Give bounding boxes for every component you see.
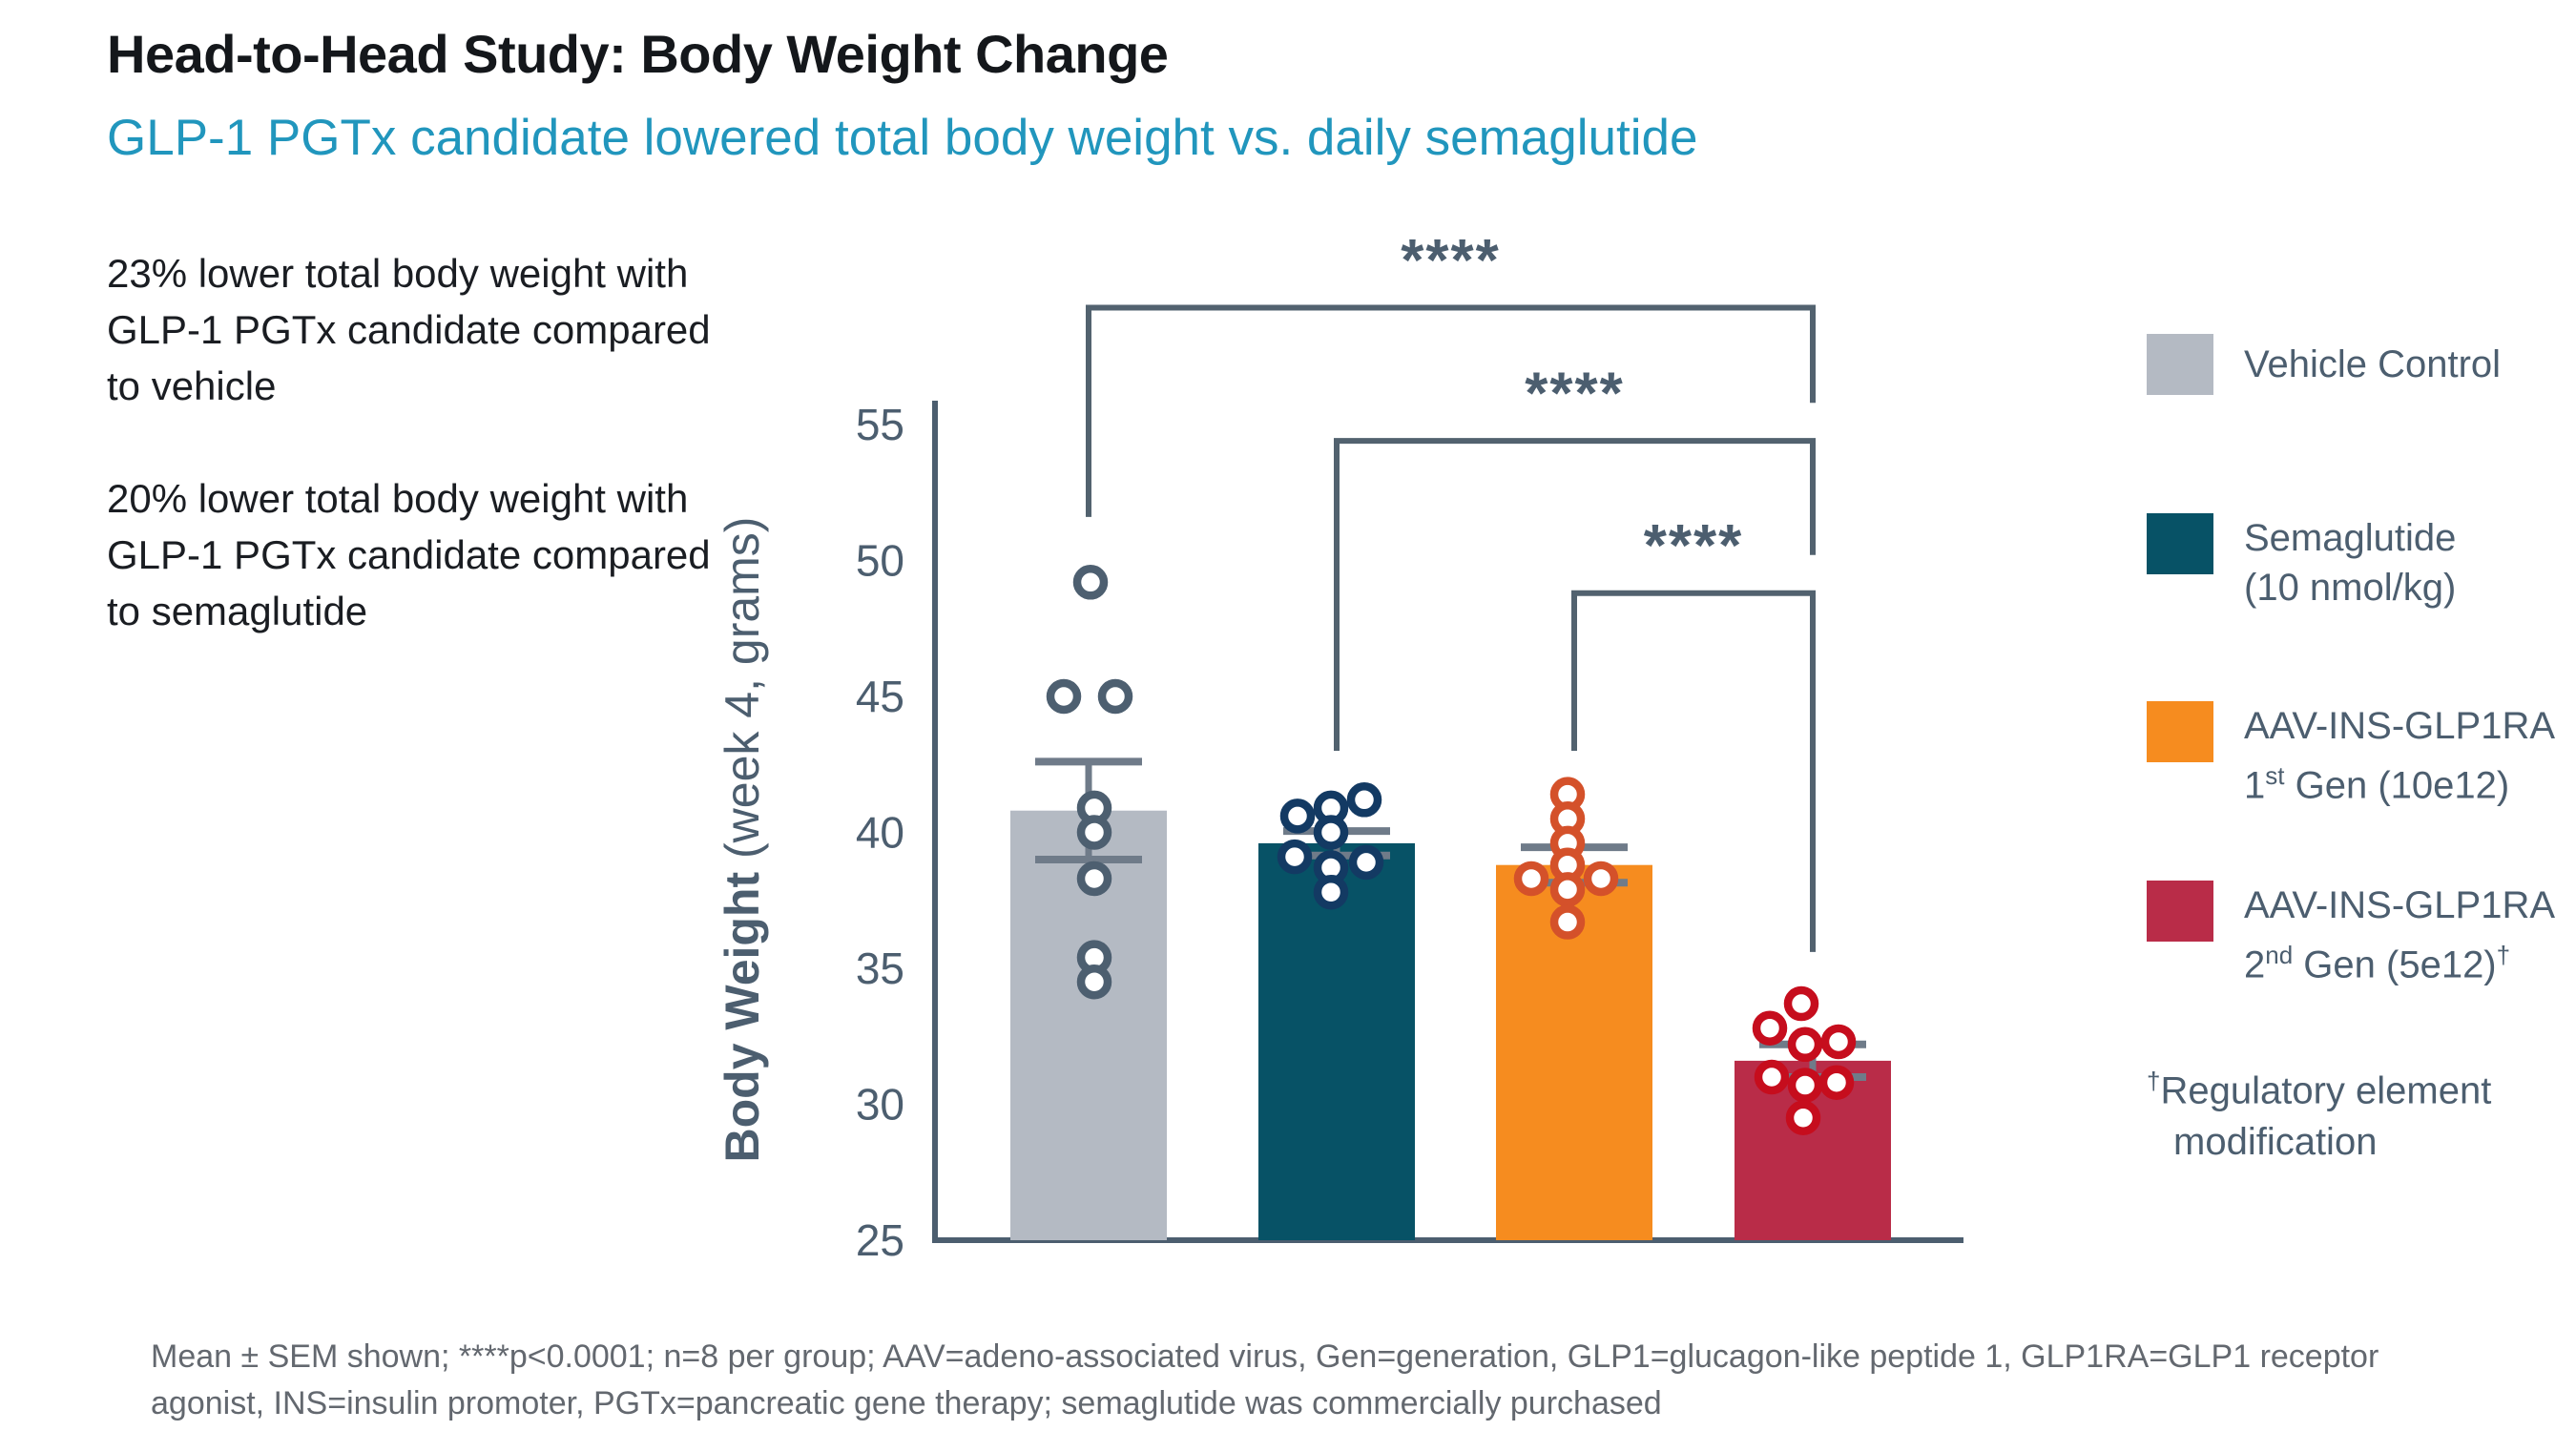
data-point: [1346, 782, 1382, 818]
data-point: [1076, 815, 1112, 850]
page-title: Head-to-Head Study: Body Weight Change: [107, 24, 1169, 84]
data-point: [1583, 861, 1619, 897]
significance-label: ****: [1401, 228, 1501, 294]
data-point: [1348, 844, 1384, 881]
data-point: [1787, 1068, 1823, 1103]
data-point: [1783, 985, 1819, 1022]
y-tick-label: 25: [856, 1215, 904, 1265]
legend-label-vehicle-control: Vehicle Control: [2244, 343, 2502, 385]
data-point: [1549, 904, 1586, 940]
data-point: [1818, 1065, 1855, 1100]
y-tick-label: 35: [856, 944, 904, 993]
legend-item-semaglutide: Semaglutide (10 nmol/kg): [2147, 513, 2456, 612]
data-point: [1754, 1059, 1790, 1095]
data-point: [1097, 678, 1133, 715]
data-point: [1076, 964, 1112, 1000]
y-tick-label: 55: [856, 400, 904, 449]
legend-swatch-semaglutide: [2147, 513, 2213, 574]
page-subtitle: GLP-1 PGTx candidate lowered total body …: [107, 110, 1698, 166]
y-tick-label: 40: [856, 808, 904, 858]
y-axis-title: Body Weight (week 4, grams): [716, 517, 769, 1163]
legend-item-vehicle-control: Vehicle Control: [2147, 334, 2501, 395]
legend-item-aav-1st-gen: AAV-INS-GLP1RA 1st Gen (10e12): [2147, 701, 2555, 810]
significance-label: ****: [1644, 513, 1744, 579]
legend-swatch-aav-2nd-gen: [2147, 881, 2213, 942]
legend-label-aav-1st-gen: AAV-INS-GLP1RA 1st Gen (10e12): [2244, 705, 2556, 807]
data-point: [1787, 1027, 1823, 1063]
data-point: [1549, 872, 1586, 907]
caption-line-1: Mean ± SEM shown; ****p<0.0001; n=8 per …: [151, 1338, 2379, 1375]
y-tick-label: 50: [856, 536, 904, 586]
legend-label-semaglutide: Semaglutide (10 nmol/kg): [2244, 517, 2457, 609]
data-point: [1820, 1024, 1857, 1060]
data-point: [1313, 815, 1349, 850]
data-point: [1076, 861, 1112, 897]
y-tick-label: 45: [856, 672, 904, 721]
significance-bracket: [1571, 590, 1816, 952]
data-point: [1785, 1100, 1821, 1135]
caption-line-2: agonist, INS=insulin promoter, PGTx=panc…: [151, 1384, 1662, 1421]
legend-item-aav-2nd-gen: AAV-INS-GLP1RA 2nd Gen (5e12)†: [2147, 881, 2555, 989]
legend-swatch-vehicle-control: [2147, 334, 2213, 395]
data-point: [1752, 1010, 1788, 1046]
legend-swatch-aav-1st-gen: [2147, 701, 2213, 762]
figure-caption: Mean ± SEM shown; ****p<0.0001; n=8 per …: [151, 1334, 2379, 1427]
legend-label-aav-2nd-gen: AAV-INS-GLP1RA 2nd Gen (5e12)†: [2244, 884, 2556, 986]
legend-footnote: †Regulatory element modification: [2147, 1067, 2492, 1164]
data-point: [1279, 798, 1316, 834]
significance-bracket: [1334, 438, 1816, 751]
data-point: [1313, 874, 1349, 910]
data-point: [1046, 678, 1082, 715]
bar: [1258, 842, 1415, 1240]
highlight-text-semaglutide: 20% lower total body weight with GLP-1 P…: [107, 476, 711, 633]
significance-bracket: [1086, 304, 1816, 517]
dagger-symbol: †: [2147, 1067, 2161, 1095]
significance-label: ****: [1525, 362, 1625, 427]
data-point: [1072, 565, 1109, 600]
data-point: [1513, 861, 1549, 897]
y-tick-label: 30: [856, 1080, 904, 1130]
data-point: [1277, 839, 1313, 875]
highlight-text-vehicle: 23% lower total body weight with GLP-1 P…: [107, 251, 711, 408]
